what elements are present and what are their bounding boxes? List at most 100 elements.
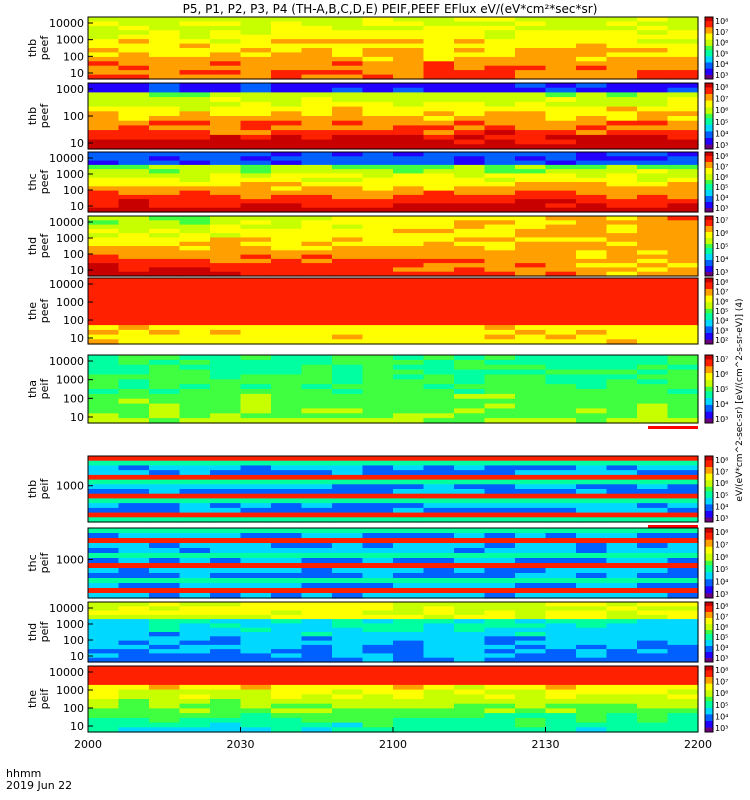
heatmap-cell [271, 194, 303, 200]
heatmap-cell [423, 267, 455, 273]
heatmap-cell [423, 130, 455, 136]
colorbar-cell [705, 23, 713, 26]
heatmap-cell [454, 479, 486, 485]
heatmap-cell [484, 39, 516, 45]
heatmap-cell [393, 278, 425, 284]
heatmap-cell [393, 220, 425, 226]
heatmap-cell [545, 379, 577, 385]
heatmap-cell [271, 418, 303, 424]
heatmap-cell [210, 602, 242, 607]
heatmap-cell [576, 413, 608, 419]
heatmap-cell [240, 111, 272, 117]
heatmap-cell [149, 246, 181, 251]
heatmap-cell [179, 568, 211, 574]
heatmap-cell [667, 329, 699, 336]
heatmap-cell [576, 301, 608, 307]
heatmap-cell [454, 517, 486, 523]
panel-frame [87, 277, 699, 345]
heatmap-cell [393, 271, 425, 277]
heatmap-cell [454, 623, 486, 629]
heatmap-cell [362, 263, 394, 268]
heatmap-cell [637, 83, 669, 89]
heatmap-cell [210, 666, 242, 672]
heatmap-cell [149, 675, 181, 681]
colorbar-cell [705, 262, 713, 265]
heatmap-cell [484, 70, 516, 76]
heatmap-cell [606, 164, 638, 170]
heatmap-cell [667, 644, 699, 650]
heatmap-cell [240, 220, 272, 226]
heatmap-cell [88, 156, 120, 162]
heatmap-cell [454, 689, 486, 695]
heatmap-cell [149, 320, 181, 326]
heatmap-cell [179, 87, 211, 93]
heatmap-cell [118, 144, 150, 150]
colorbar-cell [705, 379, 713, 383]
heatmap-cell [606, 708, 638, 714]
heatmap-cell [667, 558, 699, 564]
heatmap-cell [301, 689, 333, 695]
heatmap-cell [210, 614, 242, 620]
heatmap-cell [606, 369, 638, 376]
heatmap-cell [210, 125, 242, 131]
heatmap-cell [484, 573, 516, 579]
colorbar-tick-label: 10⁴ [715, 317, 728, 326]
heatmap-cell [179, 287, 211, 293]
heatmap-cell [332, 666, 364, 672]
heatmap-cell [393, 203, 425, 209]
heatmap-cell [515, 708, 547, 714]
heatmap-cell [545, 543, 577, 549]
heatmap-cell [301, 207, 333, 213]
heatmap-cell [332, 364, 364, 371]
heatmap-cell [637, 374, 669, 380]
heatmap-cell [210, 292, 242, 298]
colorbar-cell [705, 640, 713, 643]
heatmap-cell [545, 70, 577, 76]
heatmap-cell [637, 311, 669, 317]
heatmap-cell [637, 182, 669, 187]
heatmap-cell [454, 498, 486, 504]
heatmap-cell [576, 606, 608, 612]
heatmap-cell [454, 296, 486, 303]
heatmap-cell [576, 619, 608, 624]
heatmap-cell [484, 30, 516, 36]
heatmap-cell [606, 606, 638, 612]
heatmap-cell [301, 614, 333, 620]
heatmap-cell [271, 699, 303, 705]
heatmap-cell [454, 111, 486, 117]
heatmap-cell [240, 216, 272, 221]
heatmap-cell [271, 25, 303, 31]
heatmap-cell [423, 17, 455, 22]
colorbar-cell [705, 252, 713, 255]
heatmap-cell [484, 254, 516, 260]
heatmap-cell [332, 722, 364, 728]
heatmap-cell [576, 116, 608, 122]
heatmap-cell [301, 666, 333, 672]
heatmap-cell [423, 320, 455, 326]
heatmap-cell [301, 619, 333, 624]
colorbar-cell [705, 556, 713, 559]
heatmap-cell [118, 374, 150, 380]
heatmap-cell [88, 250, 120, 256]
heatmap-cell [515, 267, 547, 273]
heatmap-cell [210, 43, 242, 49]
heatmap-cell [332, 278, 364, 284]
heatmap-cell [484, 203, 516, 209]
heatmap-cell [149, 694, 181, 700]
heatmap-cell [606, 267, 638, 273]
heatmap-cell [667, 699, 699, 705]
heatmap-cell [301, 237, 333, 243]
heatmap-cell [332, 479, 364, 485]
heatmap-cell [637, 287, 669, 293]
heatmap-cell [576, 563, 608, 569]
heatmap-cell [454, 675, 486, 681]
heatmap-cell [606, 52, 638, 58]
heatmap-cell [576, 182, 608, 187]
heatmap-cell [454, 474, 486, 481]
heatmap-cell [576, 465, 608, 471]
heatmap-cell [606, 484, 638, 490]
heatmap-cell [271, 70, 303, 76]
heatmap-cell [210, 379, 242, 385]
heatmap-cell [515, 169, 547, 174]
heatmap-cell [667, 267, 699, 273]
